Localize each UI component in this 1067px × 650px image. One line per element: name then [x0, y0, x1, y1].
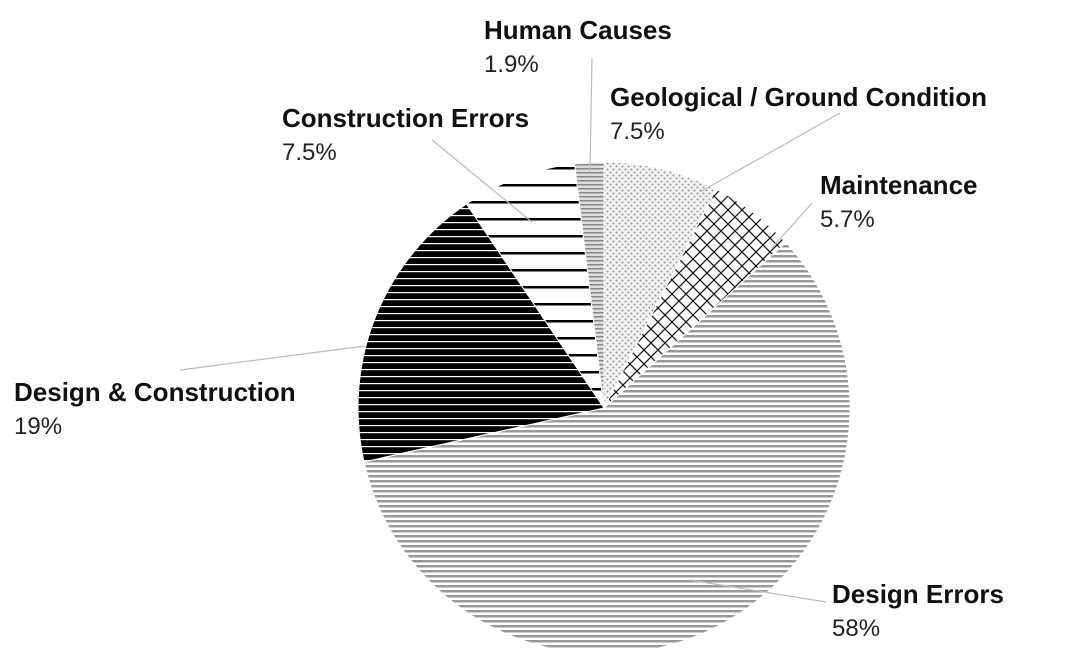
- pie-slice: [574, 161, 605, 409]
- value-label: 5.7%: [820, 206, 875, 233]
- leader-line: [689, 579, 827, 603]
- slice-label: Design & Construction: [14, 377, 296, 407]
- pie-slice: [363, 241, 851, 650]
- pie-slice: [465, 163, 605, 409]
- leader-line: [431, 139, 533, 223]
- leader-line: [699, 112, 841, 193]
- slice-label: Human Causes: [484, 15, 672, 45]
- pie-slice: [603, 161, 717, 409]
- slice-label: Maintenance: [820, 170, 978, 200]
- value-label: 1.9%: [484, 51, 539, 78]
- value-label: 58%: [832, 615, 880, 642]
- leader-line: [179, 345, 366, 371]
- slice-label: Geological / Ground Condition: [610, 82, 987, 112]
- leader-line: [589, 57, 593, 173]
- slice-label: Construction Errors: [282, 103, 529, 133]
- value-label: 7.5%: [282, 139, 337, 166]
- pie-slice: [357, 203, 605, 463]
- pie: [357, 161, 851, 650]
- slice-label: Design Errors: [832, 579, 1004, 609]
- value-label: 19%: [14, 413, 62, 440]
- value-label: 7.5%: [610, 118, 665, 145]
- leader-line: [771, 202, 813, 249]
- labels: Geological / Ground Condition 7.5% Mainten…: [14, 15, 1004, 642]
